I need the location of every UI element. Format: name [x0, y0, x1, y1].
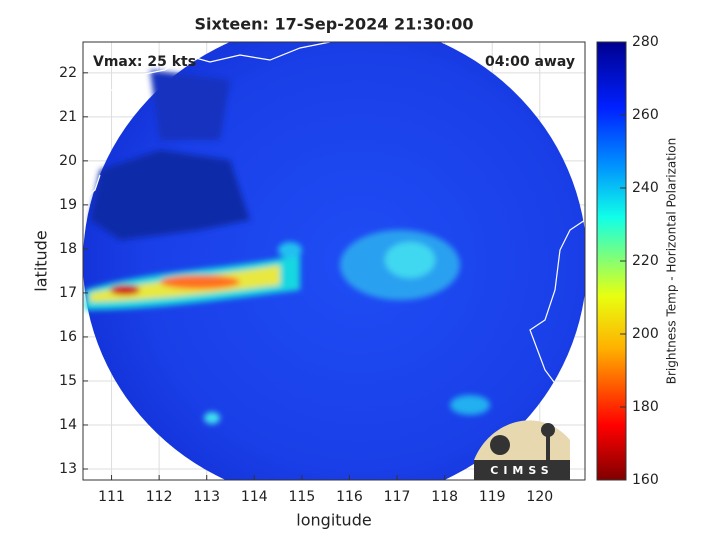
y-tick-label: 17 — [59, 285, 77, 301]
y-tick-label: 22 — [59, 65, 77, 81]
y-axis-label: latitude — [32, 230, 51, 291]
y-tick-label: 18 — [59, 241, 77, 257]
plot-area: CIMSS — [83, 42, 585, 480]
y-tick-label: 16 — [59, 329, 77, 345]
colorbar-tick-label: 220 — [632, 253, 659, 269]
x-tick-label: 112 — [146, 489, 173, 505]
coastline — [83, 42, 585, 391]
y-tick-label: 13 — [59, 461, 77, 477]
x-tick-label: 120 — [526, 489, 553, 505]
annotation-right: 04:00 away — [485, 54, 575, 70]
x-tick-label: 116 — [336, 489, 363, 505]
x-tick-label: 113 — [193, 489, 220, 505]
y-tick-label: 19 — [59, 197, 77, 213]
colorbar-tick-label: 240 — [632, 180, 659, 196]
logo: CIMSS — [474, 420, 570, 480]
satellite-swath — [83, 42, 585, 480]
colorbar-tick-label: 260 — [632, 107, 659, 123]
x-axis-label: longitude — [296, 511, 371, 530]
title: Sixteen: 17-Sep-2024 21:30:00 — [194, 15, 473, 34]
y-tick-label: 21 — [59, 109, 77, 125]
cloud-features — [85, 70, 490, 424]
y-tick-label: 15 — [59, 373, 77, 389]
x-tick-label: 114 — [241, 489, 268, 505]
x-tick-label: 111 — [98, 489, 125, 505]
x-tick-label: 115 — [289, 489, 316, 505]
colorbar-tick-label: 180 — [632, 399, 659, 415]
colorbar-label: Brightness Temp - Horizontal Polarizatio… — [665, 138, 679, 385]
plot-frame — [82, 41, 586, 481]
x-tick-label: 117 — [384, 489, 411, 505]
colorbar-tick-label: 280 — [632, 34, 659, 50]
y-tick-label: 20 — [59, 153, 77, 169]
logo-text: CIMSS — [490, 464, 553, 477]
annotation-left: Vmax: 25 kts — [93, 54, 196, 70]
y-tick-label: 14 — [59, 417, 77, 433]
colorbar-tick-label: 200 — [632, 326, 659, 342]
x-tick-label: 118 — [431, 489, 458, 505]
x-tick-label: 119 — [479, 489, 506, 505]
colorbar-tick-label: 160 — [632, 472, 659, 488]
